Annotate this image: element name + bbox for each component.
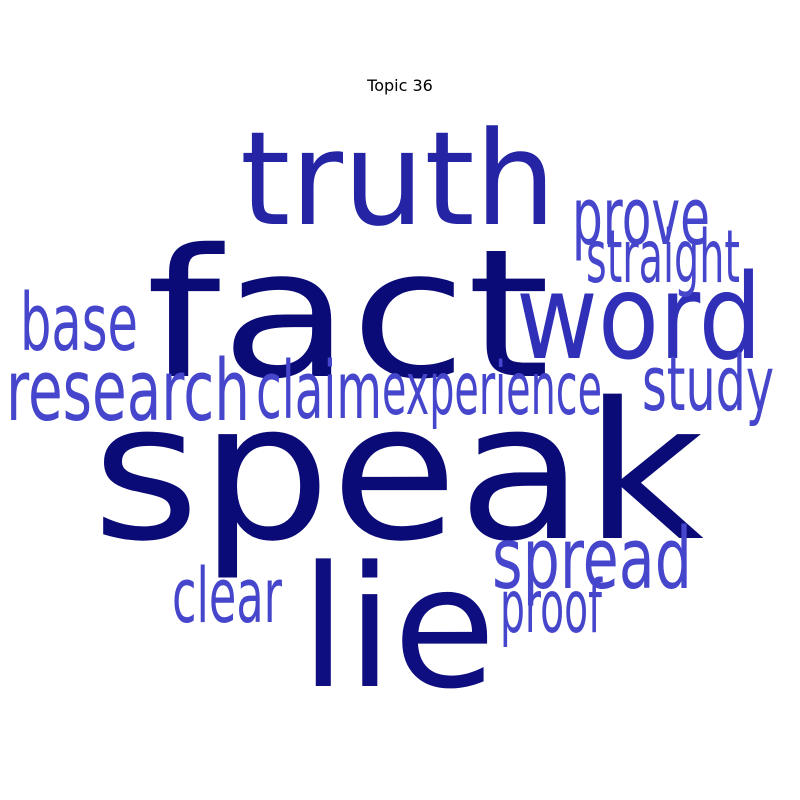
word-word: word [516, 248, 762, 386]
word-study: study [642, 339, 774, 428]
word-research: research [6, 342, 250, 441]
word-straight: straight [586, 215, 740, 300]
word-experience: experience [382, 347, 602, 432]
word-prove: prove [572, 171, 710, 263]
word-spread: spread [492, 510, 692, 609]
word-proof: proof [500, 565, 603, 650]
word-claim: claim [256, 345, 382, 437]
word-speak: speak [92, 362, 704, 583]
chart-title: Topic 36 [367, 76, 433, 95]
word-truth: truth [240, 103, 556, 255]
word-clear: clear [172, 551, 282, 640]
word-base: base [20, 277, 138, 369]
word-lie: lie [300, 530, 496, 726]
word-fact: fact [146, 211, 550, 418]
